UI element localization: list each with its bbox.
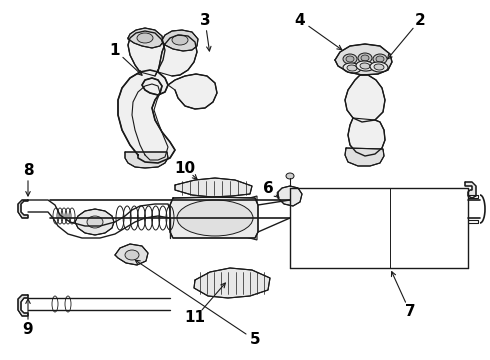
Polygon shape <box>173 196 257 240</box>
Polygon shape <box>75 209 114 235</box>
Text: 1: 1 <box>110 42 120 58</box>
Ellipse shape <box>87 216 103 228</box>
Polygon shape <box>194 268 270 298</box>
Polygon shape <box>345 148 384 166</box>
Text: 5: 5 <box>250 333 260 347</box>
Ellipse shape <box>347 65 357 71</box>
Polygon shape <box>162 30 198 51</box>
Polygon shape <box>278 186 302 206</box>
Ellipse shape <box>373 54 387 64</box>
Text: 3: 3 <box>200 13 210 27</box>
Polygon shape <box>348 118 385 156</box>
Polygon shape <box>125 152 168 168</box>
Text: 8: 8 <box>23 162 33 177</box>
Ellipse shape <box>374 64 384 70</box>
Text: 9: 9 <box>23 323 33 338</box>
Polygon shape <box>465 182 476 198</box>
Polygon shape <box>175 178 252 197</box>
Polygon shape <box>18 200 28 218</box>
Text: 2: 2 <box>415 13 425 27</box>
Ellipse shape <box>360 63 370 69</box>
Text: 6: 6 <box>263 180 273 195</box>
Ellipse shape <box>137 33 153 43</box>
Polygon shape <box>18 295 28 316</box>
Ellipse shape <box>125 250 139 260</box>
Ellipse shape <box>356 61 374 71</box>
Ellipse shape <box>177 200 253 236</box>
Ellipse shape <box>370 62 388 72</box>
Ellipse shape <box>172 35 188 45</box>
Text: 10: 10 <box>174 161 196 176</box>
Ellipse shape <box>376 56 384 62</box>
Text: 7: 7 <box>405 305 416 320</box>
Polygon shape <box>128 28 163 48</box>
Polygon shape <box>345 75 385 122</box>
Text: 11: 11 <box>185 310 205 325</box>
Ellipse shape <box>361 55 369 61</box>
Polygon shape <box>158 35 197 76</box>
Ellipse shape <box>358 53 372 63</box>
Polygon shape <box>118 70 175 163</box>
Polygon shape <box>170 197 258 238</box>
Ellipse shape <box>343 63 361 73</box>
Ellipse shape <box>343 54 357 64</box>
Polygon shape <box>128 31 165 76</box>
Text: 4: 4 <box>294 13 305 27</box>
Polygon shape <box>168 74 217 109</box>
Ellipse shape <box>346 56 354 62</box>
Polygon shape <box>115 244 148 265</box>
Polygon shape <box>335 44 392 75</box>
Ellipse shape <box>286 173 294 179</box>
